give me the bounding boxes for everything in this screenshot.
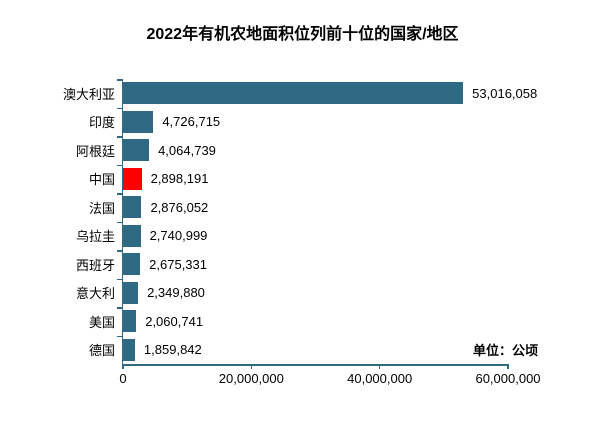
bar: [123, 281, 139, 304]
y-axis-tick: [116, 307, 122, 309]
bar: [123, 253, 141, 276]
value-label: 2,740,999: [149, 228, 208, 244]
y-axis-line: [121, 79, 123, 366]
bar-highlighted: [123, 167, 142, 190]
category-label: 意大利: [75, 286, 115, 302]
y-axis-tick: [116, 221, 122, 223]
y-axis-tick: [116, 136, 122, 138]
category-label: 西班牙: [75, 257, 115, 273]
x-axis-tick: [378, 364, 381, 369]
category-label: 阿根廷: [75, 143, 115, 159]
x-axis-tick: [507, 364, 509, 369]
x-axis-line: [121, 364, 508, 366]
x-axis-tick-label: 20,000,000: [218, 371, 284, 386]
bar: [123, 196, 142, 219]
category-label: 德国: [88, 343, 115, 359]
y-axis-tick: [116, 250, 122, 252]
y-axis-tick: [116, 278, 122, 280]
category-label: 法国: [88, 200, 115, 216]
unit-label: 单位：公顷: [472, 343, 538, 358]
y-axis-tick: [116, 79, 122, 81]
y-axis-tick: [116, 193, 122, 195]
x-axis-tick-label: 40,000,000: [347, 371, 413, 386]
category-label: 中国: [88, 172, 115, 188]
x-axis-tick: [250, 364, 253, 369]
x-axis-tick: [122, 364, 124, 369]
category-label: 印度: [88, 115, 115, 131]
value-label: 2,060,741: [145, 313, 204, 329]
y-axis-tick: [116, 335, 122, 337]
category-label: 乌拉圭: [75, 229, 115, 245]
chart-title: 2022年有机农地面积位列前十位的国家/地区: [146, 26, 459, 43]
bar: [123, 224, 141, 247]
y-axis-tick: [116, 164, 122, 166]
category-label: 美国: [88, 314, 115, 330]
value-label: 2,876,052: [150, 199, 209, 215]
value-label: 4,064,739: [158, 142, 216, 158]
y-axis-tick: [116, 107, 122, 109]
x-axis-tick-label: 0: [119, 371, 127, 386]
value-label: 4,726,715: [162, 114, 221, 130]
bar: [123, 82, 464, 105]
category-label: 澳大利亚: [62, 86, 115, 102]
value-label: 2,349,880: [147, 285, 205, 301]
bar: [123, 110, 154, 133]
value-label: 1,859,842: [143, 342, 202, 358]
bar: [123, 139, 150, 162]
bar: [123, 338, 135, 361]
value-label: 53,016,058: [472, 85, 538, 101]
bar: [123, 310, 137, 333]
x-axis-tick-label: 60,000,000: [475, 371, 541, 386]
value-label: 2,898,191: [150, 171, 209, 187]
value-label: 2,675,331: [149, 256, 207, 272]
